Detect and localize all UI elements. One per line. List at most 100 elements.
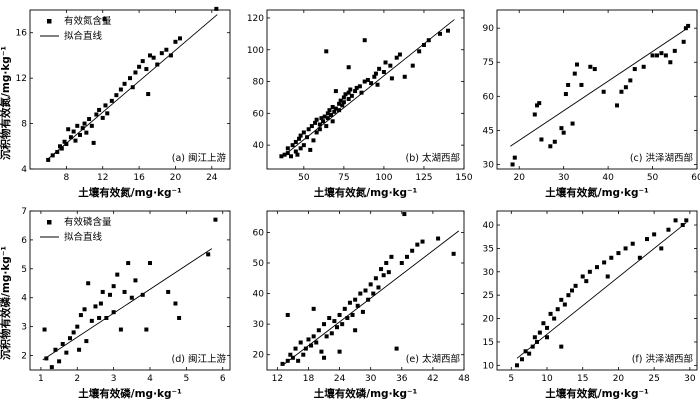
y-tick-label: 5	[21, 265, 27, 275]
y-tick-label: 120	[247, 14, 264, 24]
data-point	[570, 121, 575, 126]
data-point	[355, 303, 360, 308]
data-point	[527, 351, 532, 356]
data-point	[59, 146, 64, 151]
data-point	[82, 121, 87, 126]
data-point	[535, 339, 539, 344]
data-point	[575, 62, 579, 67]
data-point	[301, 130, 306, 135]
data-point	[523, 349, 528, 354]
data-point	[84, 130, 89, 135]
data-point	[343, 92, 348, 97]
data-point	[616, 251, 621, 256]
data-point	[317, 127, 322, 132]
row-2-ylabel: 沉积物有效磷/mg·kg⁻¹	[0, 246, 12, 360]
data-point	[436, 236, 441, 241]
x-tick-label: 24	[206, 173, 218, 183]
y-tick-label: 90	[483, 24, 495, 34]
x-axis-title: 土壤有效氮/mg·kg⁻¹	[545, 387, 649, 400]
data-point	[282, 152, 287, 157]
data-point	[104, 315, 109, 320]
x-tick-label: 18	[303, 374, 315, 384]
data-point	[381, 70, 386, 75]
data-point	[100, 115, 105, 120]
data-point	[144, 67, 149, 72]
data-point	[548, 311, 553, 316]
data-point	[563, 92, 568, 97]
data-point	[324, 124, 329, 129]
x-tick-label: 20	[170, 173, 182, 183]
y-tick-label: 60	[253, 228, 265, 238]
data-point	[535, 103, 539, 108]
data-point	[159, 51, 164, 56]
data-point	[42, 327, 47, 332]
data-point	[602, 260, 607, 265]
y-tick-label: 60	[253, 109, 265, 119]
data-point	[402, 212, 407, 217]
y-tick-label: 40	[483, 221, 495, 231]
data-point	[332, 319, 337, 324]
data-point	[383, 60, 388, 65]
x-tick-label: 1	[38, 374, 44, 384]
data-point	[683, 26, 688, 31]
x-tick-label: 125	[415, 173, 432, 183]
data-point	[130, 85, 135, 90]
data-point	[580, 274, 585, 279]
data-point	[91, 140, 96, 145]
y-tick-label: 6	[21, 236, 27, 246]
data-point	[303, 346, 308, 351]
panel-label: (c) 洪泽湖西部	[630, 152, 693, 164]
panel-label: (a) 闽江上游	[172, 152, 227, 164]
data-point	[330, 119, 335, 124]
data-point	[681, 39, 686, 44]
y-tick-label: 10	[483, 361, 495, 371]
data-point	[148, 261, 152, 266]
data-point	[381, 273, 386, 278]
data-point	[111, 284, 116, 289]
data-point	[426, 38, 431, 43]
data-point	[305, 135, 310, 140]
panel-label: (d) 闽江上游	[172, 353, 227, 365]
data-point	[151, 55, 156, 60]
data-point	[296, 358, 301, 363]
data-point	[108, 292, 112, 297]
data-point	[289, 154, 294, 159]
data-point	[293, 346, 298, 351]
y-tick-label: 30	[253, 320, 265, 330]
x-tick-label: 48	[458, 374, 470, 384]
data-point	[333, 106, 338, 111]
y-tick-label: 75	[483, 58, 494, 68]
data-point	[566, 293, 571, 298]
data-point	[659, 51, 664, 56]
data-point	[337, 108, 342, 113]
data-point	[630, 241, 635, 246]
x-tick-label: 15	[577, 374, 588, 384]
data-point	[666, 227, 671, 232]
data-point	[314, 340, 319, 345]
row-1-ylabel: 沉积物有效氮/mg·kg⁻¹	[0, 46, 12, 160]
x-tick-label: 16	[133, 173, 145, 183]
data-point	[559, 126, 564, 131]
data-point	[559, 297, 564, 302]
y-tick-label: 20	[253, 351, 265, 361]
data-point	[417, 49, 422, 54]
panel-2: 50 75 100 125 150 40 60 80 100 120 土壤有效氮/mg·kg⁻¹ (b…	[247, 9, 473, 199]
data-point	[77, 347, 82, 352]
fit-line	[42, 248, 213, 361]
data-point	[342, 306, 347, 311]
data-point	[377, 66, 382, 71]
data-point	[359, 90, 364, 95]
data-point	[515, 363, 519, 368]
plot-frame	[29, 9, 231, 170]
data-point	[609, 255, 614, 260]
data-point	[337, 101, 342, 106]
legend-marker	[47, 220, 52, 225]
data-point	[173, 39, 178, 44]
data-point	[595, 265, 599, 270]
panel-3: 20 30 40 50 60 30 45 60 75 90 土壤有效氮/mg·kg⁻¹ (c) 洪泽湖…	[483, 9, 700, 199]
x-tick-label: 20	[513, 173, 525, 183]
data-point	[314, 130, 319, 135]
data-point	[663, 53, 668, 58]
x-tick-label: 12	[272, 374, 283, 384]
data-point	[109, 98, 114, 103]
